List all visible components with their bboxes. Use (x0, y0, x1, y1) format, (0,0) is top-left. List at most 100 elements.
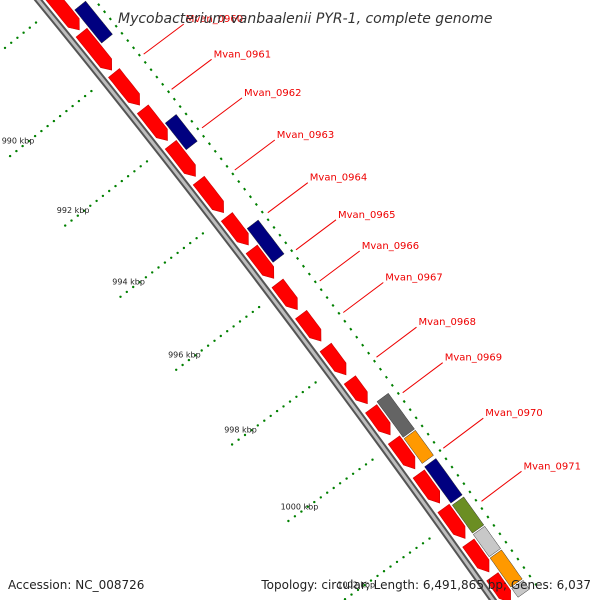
tick-mark (248, 195, 252, 199)
tick-dot (356, 588, 360, 592)
tick-mark (337, 311, 341, 315)
tick-label: 998 kbp (224, 426, 257, 435)
tick-mark (361, 343, 365, 347)
cds-feature (462, 538, 490, 573)
tick-mark (120, 31, 124, 35)
tick-dot (120, 179, 124, 183)
tick-mark (534, 583, 538, 587)
gene-label: Mvan_0963 (277, 130, 334, 141)
tick-dot (201, 232, 205, 235)
tick-label: 994 kbp (112, 278, 145, 287)
tick-dot (89, 204, 92, 207)
gene-leader-line (295, 219, 337, 251)
tick-dot (83, 94, 87, 98)
tick-label: 1002 kbp (337, 581, 375, 590)
tick-mark (114, 24, 118, 28)
gene-leader-line (319, 250, 361, 282)
tick-mark (402, 399, 406, 404)
tick-dot (245, 315, 248, 318)
cds-feature (220, 212, 249, 246)
tick-dot (126, 175, 130, 178)
tick-dot (350, 593, 353, 596)
tick-dot (301, 390, 304, 394)
tick-mark (108, 17, 112, 21)
tick-mark (432, 440, 436, 444)
tick-dot (108, 189, 111, 193)
tick-dot (421, 542, 425, 545)
tick-dot (27, 139, 31, 143)
gene-label: Mvan_0969 (445, 353, 502, 364)
tick-dot (33, 134, 37, 138)
tick-mark (278, 233, 282, 237)
tick-dot (295, 395, 298, 398)
tick-dot (22, 31, 25, 34)
tick-mark (420, 424, 424, 428)
tick-dot (275, 409, 279, 413)
tick-mark (516, 557, 520, 561)
tick-mark (510, 549, 514, 553)
cds-feature (136, 104, 168, 141)
tick-dot (369, 579, 373, 582)
tick-mark (414, 416, 418, 420)
tick-dot (269, 414, 272, 418)
cds-feature (271, 278, 298, 311)
tick-dot (200, 349, 203, 352)
tick-dot (170, 256, 173, 259)
tick-dot (76, 214, 80, 217)
gene-leader-line (342, 282, 384, 313)
tick-dot (194, 354, 197, 357)
tick-dot (114, 184, 117, 188)
tick-mark (444, 457, 448, 461)
tick-dot (314, 381, 317, 384)
tick-dot (226, 330, 229, 333)
gene-labels: Mvan_0960 Mvan_0961 Mvan_0962 Mvan_0963 Mvan… (143, 14, 581, 502)
tick-dot (230, 443, 234, 446)
tick-label: 990 kbp (2, 137, 35, 146)
tick-dot (219, 334, 222, 338)
tick-dot (28, 26, 31, 29)
tick-mark (167, 90, 171, 94)
tick-dot (77, 99, 81, 103)
gene-leader-line (171, 58, 212, 90)
tick-dot (237, 438, 240, 441)
cds-feature (295, 309, 322, 342)
tick-mark (498, 532, 502, 536)
tick-mark (296, 256, 300, 261)
tick-dot (332, 486, 335, 490)
tick-mark (450, 465, 454, 469)
tick-dot (101, 194, 105, 198)
tick-mark (528, 574, 532, 578)
gray-feature (376, 392, 415, 438)
tick-mark (103, 10, 107, 14)
tick-dot (243, 433, 247, 437)
tick-label: 992 kbp (57, 206, 90, 215)
tick-dot (90, 89, 93, 93)
tick-mark (331, 303, 335, 307)
tick-mark (355, 335, 359, 339)
tick-mark (384, 375, 388, 379)
gene-label: Mvan_0960 (186, 14, 243, 25)
gene-leader-line (201, 97, 243, 129)
tick-dot (182, 246, 186, 250)
gene-leader-line (143, 23, 184, 55)
tick-dot (3, 46, 7, 50)
tick-dot (306, 505, 309, 508)
tick-dot (389, 565, 392, 568)
tick-dot (338, 482, 342, 485)
tick-mark (202, 134, 206, 138)
gene-label: Mvan_0964 (310, 173, 367, 184)
tick-mark (480, 507, 484, 511)
tick-dot (232, 325, 235, 328)
tick-dot (288, 400, 292, 403)
tick-dot (46, 124, 49, 128)
gene-leader-line (376, 326, 417, 358)
olive-feature (451, 496, 485, 534)
tick-mark (172, 97, 176, 101)
tick-mark (196, 127, 200, 131)
tick-mark (213, 149, 217, 153)
tick-dot (408, 551, 412, 554)
tick-mark (284, 241, 288, 245)
tick-dot (71, 104, 74, 108)
cds-feature (192, 175, 224, 213)
cds-feature (45, 0, 80, 31)
